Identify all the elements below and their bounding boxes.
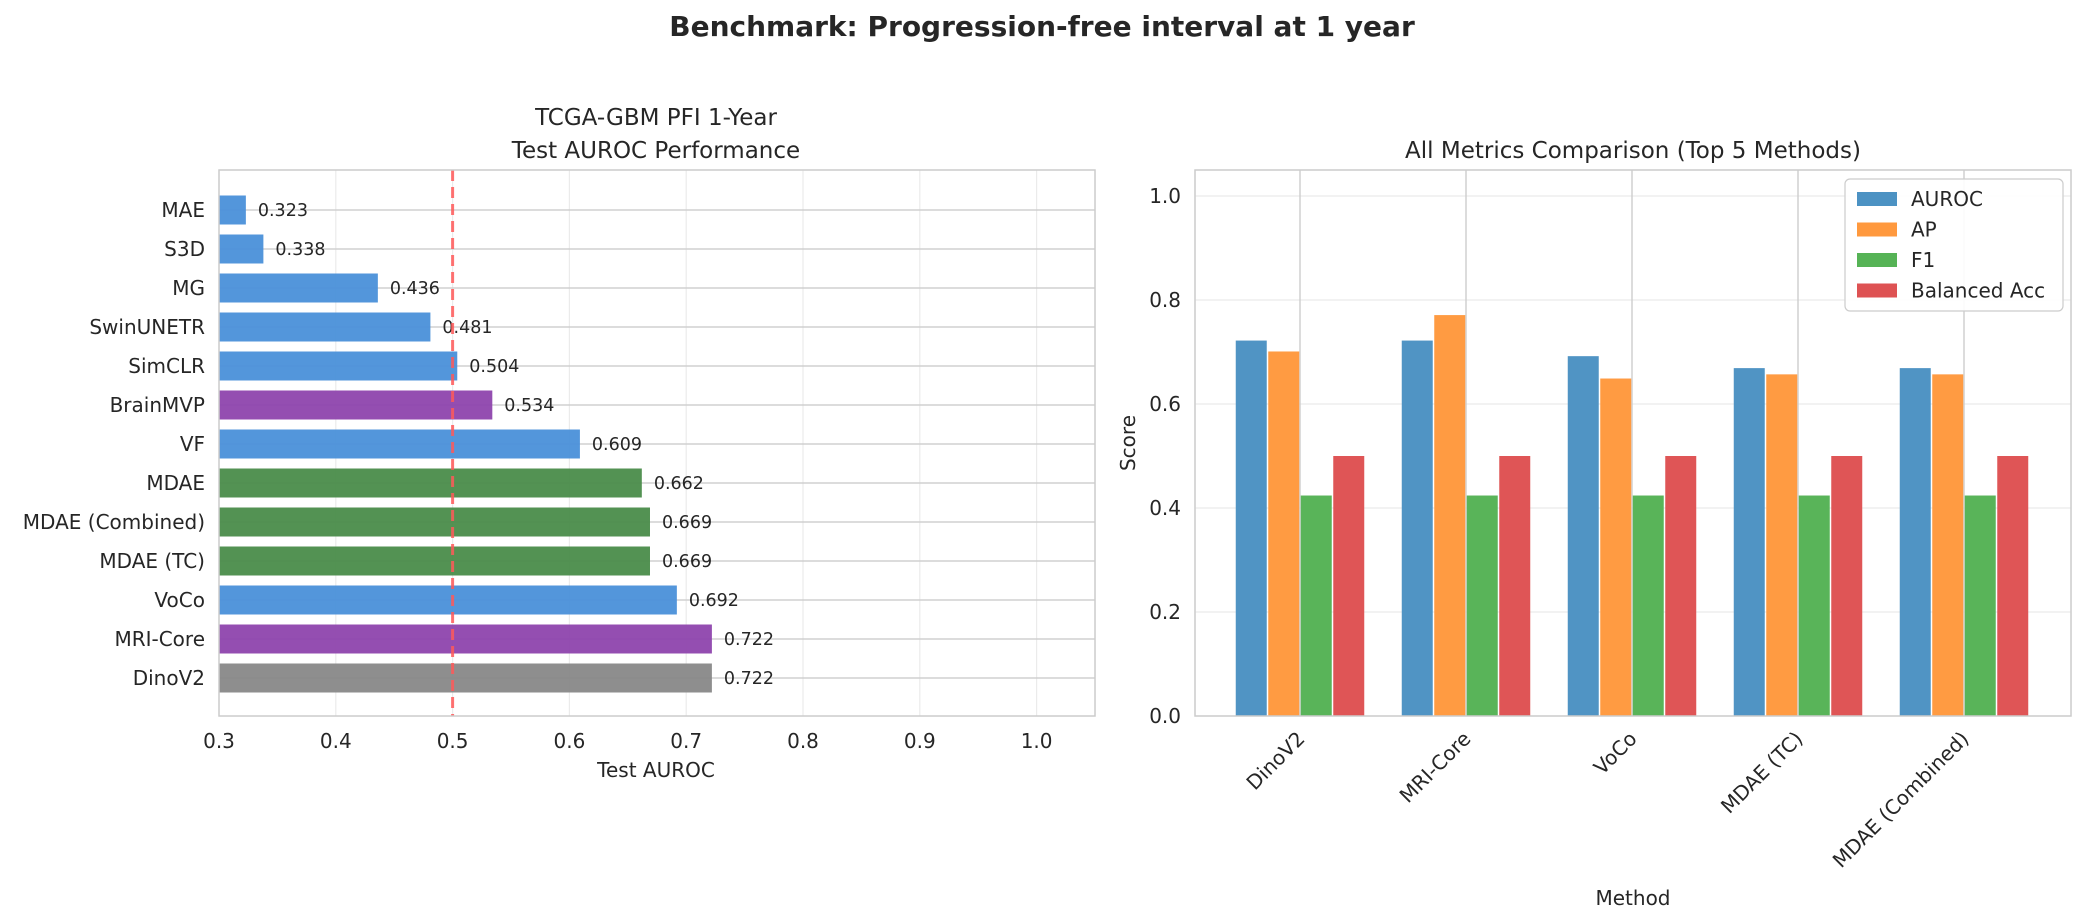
right-legend: AUROC AP F1 Balanced Acc [1844, 178, 2064, 312]
left-y-category-label: BrainMVP [110, 393, 205, 417]
left-y-category-label: MDAE (Combined) [23, 510, 205, 534]
left-bar [219, 507, 650, 537]
left-y-category-label: MDAE (TC) [99, 549, 205, 573]
right-bar [1499, 456, 1531, 716]
right-legend-entry-label: Balanced Acc [1911, 279, 2045, 303]
right-bar [1434, 315, 1466, 716]
left-bar [219, 195, 246, 225]
left-y-category-label: SwinUNETR [89, 315, 205, 339]
right-bar [1899, 368, 1931, 716]
left-y-category-label: VoCo [154, 588, 205, 612]
left-y-category-label: MRI-Core [114, 627, 205, 651]
left-bar-value-label: 0.534 [504, 396, 554, 416]
right-x-axis-label: Method [1595, 886, 1670, 910]
right-bar [1632, 495, 1664, 716]
left-bar [219, 234, 264, 264]
figure-suptitle: Benchmark: Progression-free interval at … [669, 10, 1415, 43]
right-legend-entry-label: AP [1911, 218, 1937, 242]
left-x-tick-label: 0.8 [787, 729, 819, 753]
right-bar [1401, 340, 1433, 716]
right-legend-swatch [1857, 253, 1897, 267]
left-tick-labels: 0.3 0.4 0.5 0.6 0.7 0.8 0.9 1.0 MAE S3D MG SwinUNET… [23, 198, 1053, 753]
left-y-category-label: MG [172, 276, 205, 300]
left-bar [219, 390, 493, 420]
left-x-tick-label: 0.5 [437, 729, 469, 753]
left-bar [219, 273, 378, 303]
right-bar [1964, 495, 1996, 716]
left-bar-value-label: 0.481 [442, 318, 492, 338]
left-bar-value-label: 0.609 [592, 435, 642, 455]
left-bar-value-label: 0.692 [689, 591, 739, 611]
right-legend-swatch [1857, 283, 1897, 298]
left-bar [219, 468, 642, 498]
left-bar [219, 546, 650, 576]
left-bar [219, 585, 677, 615]
right-y-axis-label: Score [1116, 415, 1140, 471]
left-bar-value-label: 0.722 [724, 630, 774, 650]
right-y-tick-label: 0.6 [1149, 392, 1181, 416]
right-bar [1766, 374, 1798, 716]
left-y-category-label: MDAE [146, 471, 205, 495]
left-bar-value-label: 0.669 [662, 552, 712, 572]
left-x-tick-label: 0.7 [670, 729, 702, 753]
left-plot-frame [218, 169, 1096, 717]
left-bar-value-label: 0.338 [275, 240, 325, 260]
right-bar [1665, 456, 1697, 716]
left-y-category-label: DinoV2 [133, 666, 205, 690]
left-bar-value-label: 0.436 [390, 279, 440, 299]
right-bar [1733, 368, 1765, 716]
left-y-category-label: VF [180, 432, 205, 456]
right-plot-frame [1194, 169, 2072, 717]
left-x-tick-label: 0.6 [553, 729, 585, 753]
left-x-axis-label: Test AUROC [596, 758, 715, 782]
right-bar [1333, 456, 1365, 716]
right-bar [1932, 374, 1964, 716]
right-bar [1997, 456, 2029, 716]
right-legend-swatch [1857, 192, 1897, 206]
left-bar [219, 624, 712, 654]
left-x-tick-label: 1.0 [1021, 729, 1053, 753]
right-bar [1235, 340, 1267, 716]
right-legend-entry-label: F1 [1911, 248, 1935, 272]
left-x-tick-label: 0.9 [904, 729, 936, 753]
right-bars [1235, 315, 2029, 716]
left-bar-value-label: 0.504 [469, 357, 519, 377]
right-bar [1300, 495, 1332, 716]
right-legend-swatch [1857, 222, 1897, 237]
right-y-tick-label: 0.2 [1149, 600, 1181, 624]
left-y-category-label: SimCLR [128, 354, 205, 378]
left-bar [219, 312, 431, 342]
right-chart-title: All Metrics Comparison (Top 5 Methods) [1405, 138, 1861, 164]
left-bar-value-label: 0.669 [662, 513, 712, 533]
left-chart-title-line-1: TCGA-GBM PFI 1-Year [534, 105, 777, 131]
left-x-tick-label: 0.4 [320, 729, 352, 753]
right-y-tick-label: 0.0 [1149, 704, 1181, 728]
right-legend-entry-label: AUROC [1911, 187, 1983, 211]
left-x-tick-label: 0.3 [203, 729, 235, 753]
right-y-tick-label: 0.8 [1149, 288, 1181, 312]
right-bar [1831, 456, 1863, 716]
left-bar [219, 663, 712, 693]
left-bar-value-label: 0.722 [724, 669, 774, 689]
right-legend-frame [1844, 178, 2064, 312]
left-bar [219, 429, 580, 459]
right-bar [1466, 495, 1498, 716]
right-bar [1798, 495, 1830, 716]
right-bar [1268, 351, 1300, 716]
right-bar [1600, 378, 1632, 716]
left-bar-value-label: 0.323 [258, 201, 308, 221]
right-bar [1567, 356, 1599, 716]
left-y-category-label: S3D [164, 237, 205, 261]
left-bar-value-label: 0.662 [654, 474, 704, 494]
right-y-tick-label: 1.0 [1149, 184, 1181, 208]
right-y-tick-label: 0.4 [1149, 496, 1181, 520]
left-bar [219, 351, 458, 381]
left-chart-title-line-2: Test AUROC Performance [511, 138, 800, 164]
left-y-category-label: MAE [161, 198, 205, 222]
